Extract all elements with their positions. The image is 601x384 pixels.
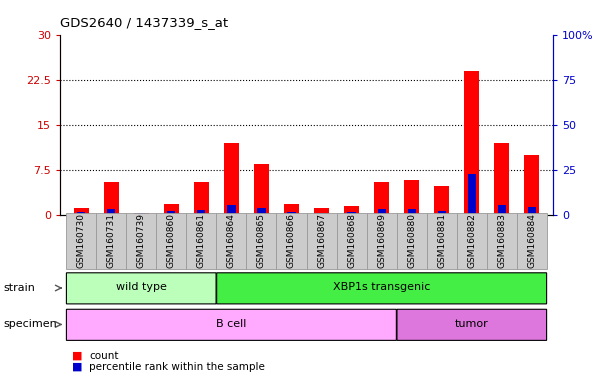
- Bar: [367, 213, 397, 269]
- Bar: [104, 182, 118, 215]
- Bar: [427, 213, 457, 269]
- Bar: [347, 212, 356, 215]
- Bar: [216, 213, 246, 269]
- Text: GSM160731: GSM160731: [107, 214, 115, 268]
- Text: ■: ■: [72, 362, 82, 372]
- Text: GSM160869: GSM160869: [377, 214, 386, 268]
- Bar: [524, 155, 539, 215]
- Text: percentile rank within the sample: percentile rank within the sample: [89, 362, 265, 372]
- Bar: [407, 209, 416, 215]
- Bar: [337, 213, 367, 269]
- Text: GSM160884: GSM160884: [528, 214, 536, 268]
- Bar: [194, 182, 209, 215]
- Bar: [197, 210, 206, 215]
- Text: GSM160866: GSM160866: [287, 214, 296, 268]
- Text: GSM160881: GSM160881: [438, 214, 446, 268]
- Bar: [257, 208, 266, 215]
- Text: tumor: tumor: [455, 319, 489, 329]
- Bar: [227, 205, 236, 215]
- Bar: [397, 213, 427, 269]
- Bar: [246, 213, 276, 269]
- Bar: [77, 212, 85, 215]
- Text: GSM160730: GSM160730: [77, 214, 85, 268]
- Bar: [307, 213, 337, 269]
- Text: GDS2640 / 1437339_s_at: GDS2640 / 1437339_s_at: [60, 16, 228, 29]
- Bar: [404, 180, 419, 215]
- Bar: [374, 182, 389, 215]
- Bar: [133, 213, 149, 215]
- Bar: [487, 213, 517, 269]
- Bar: [254, 164, 269, 215]
- Text: GSM160880: GSM160880: [407, 214, 416, 268]
- Bar: [163, 204, 179, 215]
- Text: GSM160739: GSM160739: [137, 214, 145, 268]
- Text: specimen: specimen: [3, 319, 56, 329]
- Bar: [314, 208, 329, 215]
- Text: ■: ■: [72, 351, 82, 361]
- Bar: [438, 210, 446, 215]
- Bar: [276, 213, 307, 269]
- FancyBboxPatch shape: [397, 309, 546, 340]
- Bar: [186, 213, 216, 269]
- Bar: [517, 213, 547, 269]
- Text: strain: strain: [3, 283, 35, 293]
- Bar: [468, 174, 476, 215]
- Text: GSM160860: GSM160860: [167, 214, 175, 268]
- Bar: [66, 213, 96, 269]
- Bar: [107, 209, 115, 215]
- Bar: [224, 143, 239, 215]
- Bar: [528, 207, 536, 215]
- Bar: [156, 213, 186, 269]
- FancyBboxPatch shape: [67, 309, 397, 340]
- Text: GSM160868: GSM160868: [347, 214, 356, 268]
- Bar: [498, 205, 506, 215]
- Text: GSM160867: GSM160867: [317, 214, 326, 268]
- FancyBboxPatch shape: [217, 273, 547, 304]
- Bar: [126, 213, 156, 269]
- Text: GSM160882: GSM160882: [468, 214, 476, 268]
- Bar: [287, 212, 296, 215]
- Text: XBP1s transgenic: XBP1s transgenic: [333, 282, 430, 292]
- Bar: [284, 204, 299, 215]
- Bar: [137, 214, 145, 215]
- Text: GSM160883: GSM160883: [498, 214, 506, 268]
- Bar: [457, 213, 487, 269]
- Text: GSM160861: GSM160861: [197, 214, 206, 268]
- Bar: [74, 208, 89, 215]
- Bar: [434, 186, 449, 215]
- Text: count: count: [89, 351, 118, 361]
- Bar: [317, 213, 326, 215]
- FancyBboxPatch shape: [67, 273, 216, 304]
- Bar: [344, 206, 359, 215]
- Bar: [96, 213, 126, 269]
- Bar: [494, 143, 509, 215]
- Text: wild type: wild type: [116, 282, 166, 292]
- Bar: [377, 209, 386, 215]
- Bar: [464, 71, 480, 215]
- Text: B cell: B cell: [216, 319, 246, 329]
- Text: GSM160865: GSM160865: [257, 214, 266, 268]
- Text: GSM160864: GSM160864: [227, 214, 236, 268]
- Bar: [167, 212, 175, 215]
